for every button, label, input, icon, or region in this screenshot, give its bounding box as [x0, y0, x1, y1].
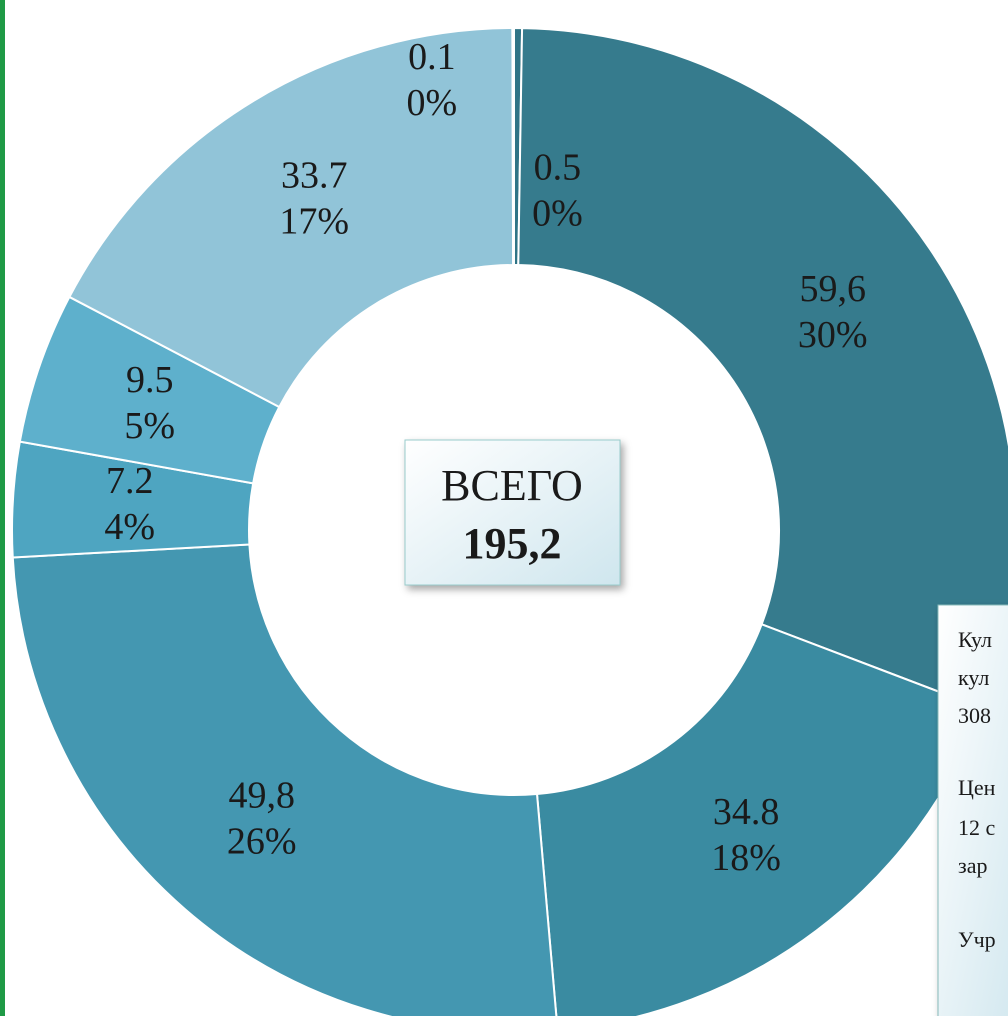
value-label: 34.8: [713, 791, 780, 833]
percent-label: 17%: [279, 201, 349, 243]
annotation-line: кул: [958, 665, 989, 690]
annotation-line: Кул: [958, 627, 992, 652]
segments: [11, 26, 1008, 1016]
value-label: 7.2: [106, 460, 154, 502]
value-label: 0.5: [534, 147, 582, 189]
left-border: [0, 0, 5, 1016]
value-label: 59,6: [799, 268, 866, 310]
center-label: ВСЕГО: [441, 461, 583, 510]
value-label: 49,8: [228, 775, 295, 817]
annotation-line: 308: [958, 703, 991, 728]
value-label: 33.7: [281, 155, 348, 197]
annotation-line: зар: [958, 853, 987, 878]
percent-label: 5%: [124, 405, 175, 447]
annotation: Кул кул 308 Цен 12 с зар Учр: [958, 627, 996, 952]
segment: [511, 26, 515, 267]
segment: [11, 543, 558, 1016]
segment: [535, 622, 985, 1016]
labels: 0.50%59,630%34.818%49,826%7.24%9.55%33.7…: [104, 36, 867, 879]
annotation-box: [937, 604, 1008, 1016]
percent-label: 0%: [532, 193, 583, 235]
segment: [68, 26, 515, 409]
annotation-line: 12 с: [958, 815, 996, 840]
annotation-line: Цен: [958, 775, 996, 800]
segment: [517, 27, 1008, 710]
percent-label: 18%: [711, 837, 781, 879]
percent-label: 0%: [406, 82, 457, 124]
center-box: [404, 439, 621, 586]
center-value: 195,2: [463, 519, 562, 568]
value-label: 9.5: [126, 359, 174, 401]
value-label: 0.1: [408, 36, 456, 78]
percent-label: 30%: [798, 314, 868, 356]
annotation-line: Учр: [958, 927, 996, 952]
percent-label: 4%: [104, 506, 155, 548]
percent-label: 26%: [227, 821, 297, 863]
